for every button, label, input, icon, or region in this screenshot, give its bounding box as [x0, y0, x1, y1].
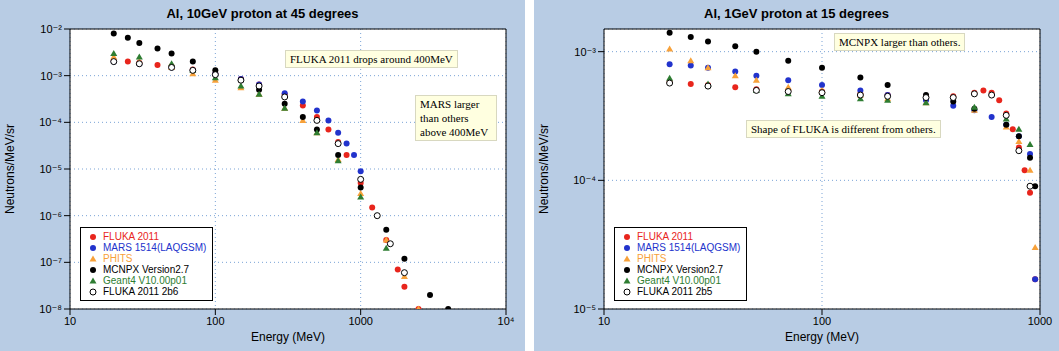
html-text:Geant4 V10.00p01: Geant4 V10.00p01 [637, 275, 721, 286]
svg-text:10⁻⁶: 10⁻⁶ [39, 210, 62, 222]
html-text:FLUKA 2011 2b6: FLUKA 2011 2b6 [103, 286, 179, 297]
html-text:Geant4 V10.00p01: Geant4 V10.00p01 [103, 275, 187, 286]
html-text:FLUKA 2011 2b5: FLUKA 2011 2b5 [637, 286, 713, 297]
html-text:FLUKA 2011: FLUKA 2011 [103, 231, 159, 242]
svg-text:10⁻³: 10⁻³ [574, 46, 596, 58]
svg-text:10⁻³: 10⁻³ [40, 70, 62, 82]
svg-text:10⁴: 10⁴ [498, 315, 515, 327]
html-text:Al, 1GeV proton at 15 degrees: Al, 1GeV proton at 15 degrees [704, 6, 889, 21]
svg-text:10⁻²: 10⁻² [40, 23, 62, 35]
svg-text:Energy (MeV): Energy (MeV) [785, 330, 859, 344]
svg-text:Neutrons/MeV/sr: Neutrons/MeV/sr [537, 124, 551, 214]
html-text:PHITS: PHITS [637, 253, 667, 264]
svg-text:10⁻⁸: 10⁻⁸ [39, 303, 62, 315]
html-text:MCNPX Version2.7: MCNPX Version2.7 [637, 264, 724, 275]
svg-text:10⁻⁵: 10⁻⁵ [573, 303, 596, 315]
html-text:MCNPX Version2.7: MCNPX Version2.7 [103, 264, 190, 275]
svg-text:Energy (MeV): Energy (MeV) [251, 330, 325, 344]
svg-text:Neutrons/MeV/sr: Neutrons/MeV/sr [8, 124, 17, 214]
svg-text:100: 100 [813, 315, 831, 327]
html-text:Al, 10GeV proton at 45 degrees: Al, 10GeV proton at 45 degrees [166, 6, 359, 21]
html-text:Shape of FLUKA is different fr: Shape of FLUKA is different from others. [751, 123, 936, 135]
html-text:MARS larger than others above: MARS larger than others above 400MeV [420, 98, 489, 138]
html-text:PHITS: PHITS [103, 253, 133, 264]
svg-text:10: 10 [64, 315, 76, 327]
svg-text:100: 100 [206, 315, 224, 327]
svg-text:10⁻⁵: 10⁻⁵ [39, 163, 62, 175]
svg-text:10: 10 [598, 315, 610, 327]
svg-text:1000: 1000 [1028, 315, 1051, 327]
html-text:FLUKA 2011 drops around 400MeV: FLUKA 2011 drops around 400MeV [290, 53, 453, 65]
html-text:MCNPX larger than others.: MCNPX larger than others. [839, 36, 961, 48]
svg-text:10⁻⁷: 10⁻⁷ [40, 256, 62, 268]
html-text:MARS 1514(LAQGSM): MARS 1514(LAQGSM) [103, 242, 207, 253]
svg-text:1000: 1000 [348, 315, 372, 327]
svg-text:10⁻⁴: 10⁻⁴ [39, 116, 62, 128]
html-text:MARS 1514(LAQGSM): MARS 1514(LAQGSM) [637, 242, 741, 253]
html-text:FLUKA 2011: FLUKA 2011 [637, 231, 693, 242]
svg-text:10⁻⁴: 10⁻⁴ [573, 174, 596, 186]
